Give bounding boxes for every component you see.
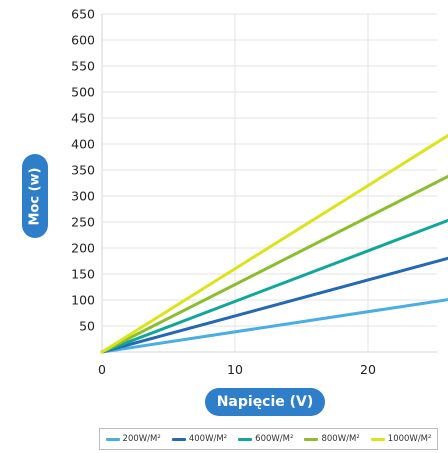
x-tick-label: 0 (98, 362, 106, 377)
y-tick-label: 200 (71, 241, 95, 256)
y-axis-label-text: Moc (w) (27, 167, 43, 225)
x-tick-label: 20 (360, 362, 376, 377)
x-axis-label: Napięcie (V) (205, 388, 325, 416)
y-tick-label: 100 (71, 293, 95, 308)
y-tick-label: 550 (71, 59, 95, 74)
y-tick-label: 500 (71, 85, 95, 100)
y-tick-label: 450 (71, 111, 95, 126)
legend-swatch (304, 437, 319, 441)
series-line (100, 218, 448, 354)
legend-item: 400W/M² (171, 434, 228, 444)
series-line (100, 174, 448, 354)
grid (101, 13, 437, 353)
x-tick-label: 10 (227, 362, 243, 377)
y-tick-label: 150 (71, 267, 95, 282)
legend-item: 200W/M² (105, 434, 161, 444)
y-axis-label: Moc (w) (22, 154, 48, 238)
y-tick-label: 300 (71, 189, 95, 204)
legend: 200W/M² 400W/M² 600W/M² 800W/M² 1000W/M² (99, 428, 438, 450)
y-tick-label: 350 (71, 163, 95, 178)
legend-swatch (105, 437, 120, 441)
legend-label: 1000W/M² (387, 434, 432, 444)
legend-label: 400W/M² (188, 434, 228, 444)
y-axis-ticks: 50 100 150 200 250 300 350 400 450 500 550 600 650 (71, 7, 95, 334)
y-tick-label: 650 (71, 7, 95, 22)
legend-item: 800W/M² (304, 434, 360, 444)
legend-item: 1000W/M² (370, 434, 432, 444)
legend-label: 200W/M² (122, 434, 161, 444)
y-tick-label: 250 (71, 215, 95, 230)
y-tick-label: 50 (79, 319, 95, 334)
legend-swatch (171, 437, 186, 441)
legend-swatch (238, 437, 253, 441)
legend-item: 600W/M² (238, 434, 293, 444)
x-axis-ticks: 010203040 (98, 362, 376, 377)
y-tick-label: 600 (71, 33, 95, 48)
series-lines (100, 133, 448, 354)
legend-swatch (370, 437, 385, 441)
series-line (100, 298, 448, 354)
series-line (100, 256, 448, 354)
series-line (100, 133, 448, 354)
legend-label: 800W/M² (321, 434, 360, 444)
y-tick-label: 400 (71, 137, 95, 152)
legend-label: 600W/M² (255, 434, 294, 444)
